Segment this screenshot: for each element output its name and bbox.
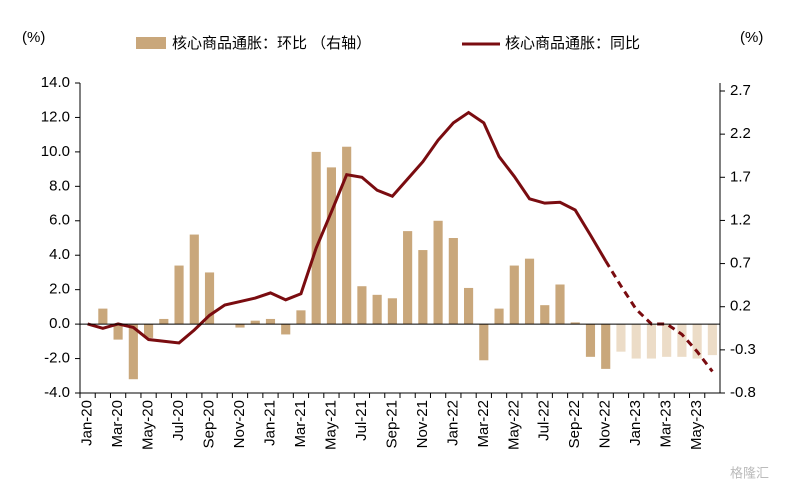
y-tick-label: 0.0	[49, 315, 70, 332]
bar	[403, 231, 413, 325]
y-tick-label: 10.0	[41, 143, 70, 160]
bar	[296, 310, 306, 325]
x-tick-label: Jul-22	[536, 400, 553, 441]
bar	[235, 324, 245, 328]
bar	[601, 324, 611, 369]
bar	[265, 318, 276, 325]
bar	[159, 318, 169, 325]
bar	[646, 324, 656, 359]
x-tick-label: Jul-20	[170, 400, 187, 441]
bar	[357, 286, 367, 325]
left-unit: (%)	[22, 29, 45, 46]
bar	[494, 308, 504, 325]
x-tick-label: Jul-21	[353, 400, 370, 441]
y2-tick-label: 2.7	[730, 82, 751, 99]
y2-tick-label: 0.2	[730, 298, 751, 315]
bar	[98, 308, 108, 325]
x-tick-label: Mar-21	[292, 400, 309, 448]
bar	[662, 324, 672, 357]
bar	[616, 324, 626, 352]
y-tick-label: 8.0	[49, 177, 70, 194]
line	[87, 110, 608, 345]
y-tick-label: 2.0	[49, 281, 70, 298]
bar	[464, 287, 474, 325]
x-tick-label: Jan-23	[627, 400, 644, 446]
y2-tick-label: -0.8	[730, 384, 756, 401]
x-tick-label: Jan-22	[444, 400, 461, 446]
bar	[326, 167, 336, 325]
x-tick-label: Nov-20	[231, 400, 248, 448]
y-tick-label: 14.0	[41, 74, 70, 91]
bar	[555, 284, 565, 325]
bar	[113, 324, 123, 340]
bar	[372, 294, 382, 325]
y2-tick-label: 0.7	[730, 255, 751, 272]
y-tick-label: -2.0	[44, 350, 70, 367]
x-tick-label: Sep-22	[566, 400, 583, 448]
bar	[342, 146, 352, 325]
bar	[524, 258, 535, 325]
x-tick-label: Sep-21	[383, 400, 400, 448]
x-tick-label: Mar-22	[475, 400, 492, 448]
y2-tick-label: 1.2	[730, 211, 751, 228]
x-tick-label: Mar-20	[109, 400, 126, 448]
x-tick-label: May-23	[688, 400, 705, 450]
legend-label: 核心商品通胀：同比	[505, 35, 640, 52]
bar	[204, 272, 215, 325]
x-tick-label: Nov-22	[597, 400, 614, 448]
right-unit: (%)	[740, 29, 763, 46]
bar	[448, 238, 458, 325]
y-tick-label: 4.0	[49, 246, 70, 263]
bar	[509, 265, 519, 325]
x-tick-label: Jan-21	[261, 400, 278, 446]
y-tick-label: -4.0	[44, 384, 70, 401]
y-tick-label: 6.0	[49, 212, 70, 229]
bar	[144, 324, 154, 338]
bar	[677, 324, 687, 357]
bar	[479, 324, 489, 361]
bar	[707, 324, 717, 356]
x-tick-label: Nov-21	[414, 400, 431, 448]
x-tick-label: Jan-20	[79, 400, 96, 446]
bar	[189, 234, 199, 325]
x-tick-label: Mar-23	[658, 400, 675, 448]
bar	[387, 298, 397, 325]
bar	[570, 322, 580, 325]
bar	[418, 250, 428, 325]
watermark: 格隆汇	[730, 465, 769, 480]
x-tick-label: May-20	[140, 400, 157, 450]
y2-tick-label: -0.3	[730, 341, 756, 358]
y-tick-label: 12.0	[41, 108, 70, 125]
bar	[250, 320, 260, 325]
bar	[692, 324, 702, 359]
bar	[128, 324, 138, 380]
bar	[433, 220, 443, 325]
x-tick-label: Sep-20	[200, 400, 217, 448]
bar	[311, 151, 321, 325]
bar	[631, 324, 641, 359]
bar	[174, 265, 184, 325]
y2-tick-label: 1.7	[730, 168, 751, 185]
bar	[281, 324, 291, 335]
x-tick-label: May-21	[322, 400, 339, 450]
bar	[585, 324, 596, 357]
y2-tick-label: 2.2	[730, 125, 751, 142]
bar	[540, 305, 550, 325]
legend-swatch	[136, 37, 166, 49]
legend-label: 核心商品通胀：环比 （右轴）	[172, 35, 371, 52]
x-tick-label: May-22	[505, 400, 522, 450]
